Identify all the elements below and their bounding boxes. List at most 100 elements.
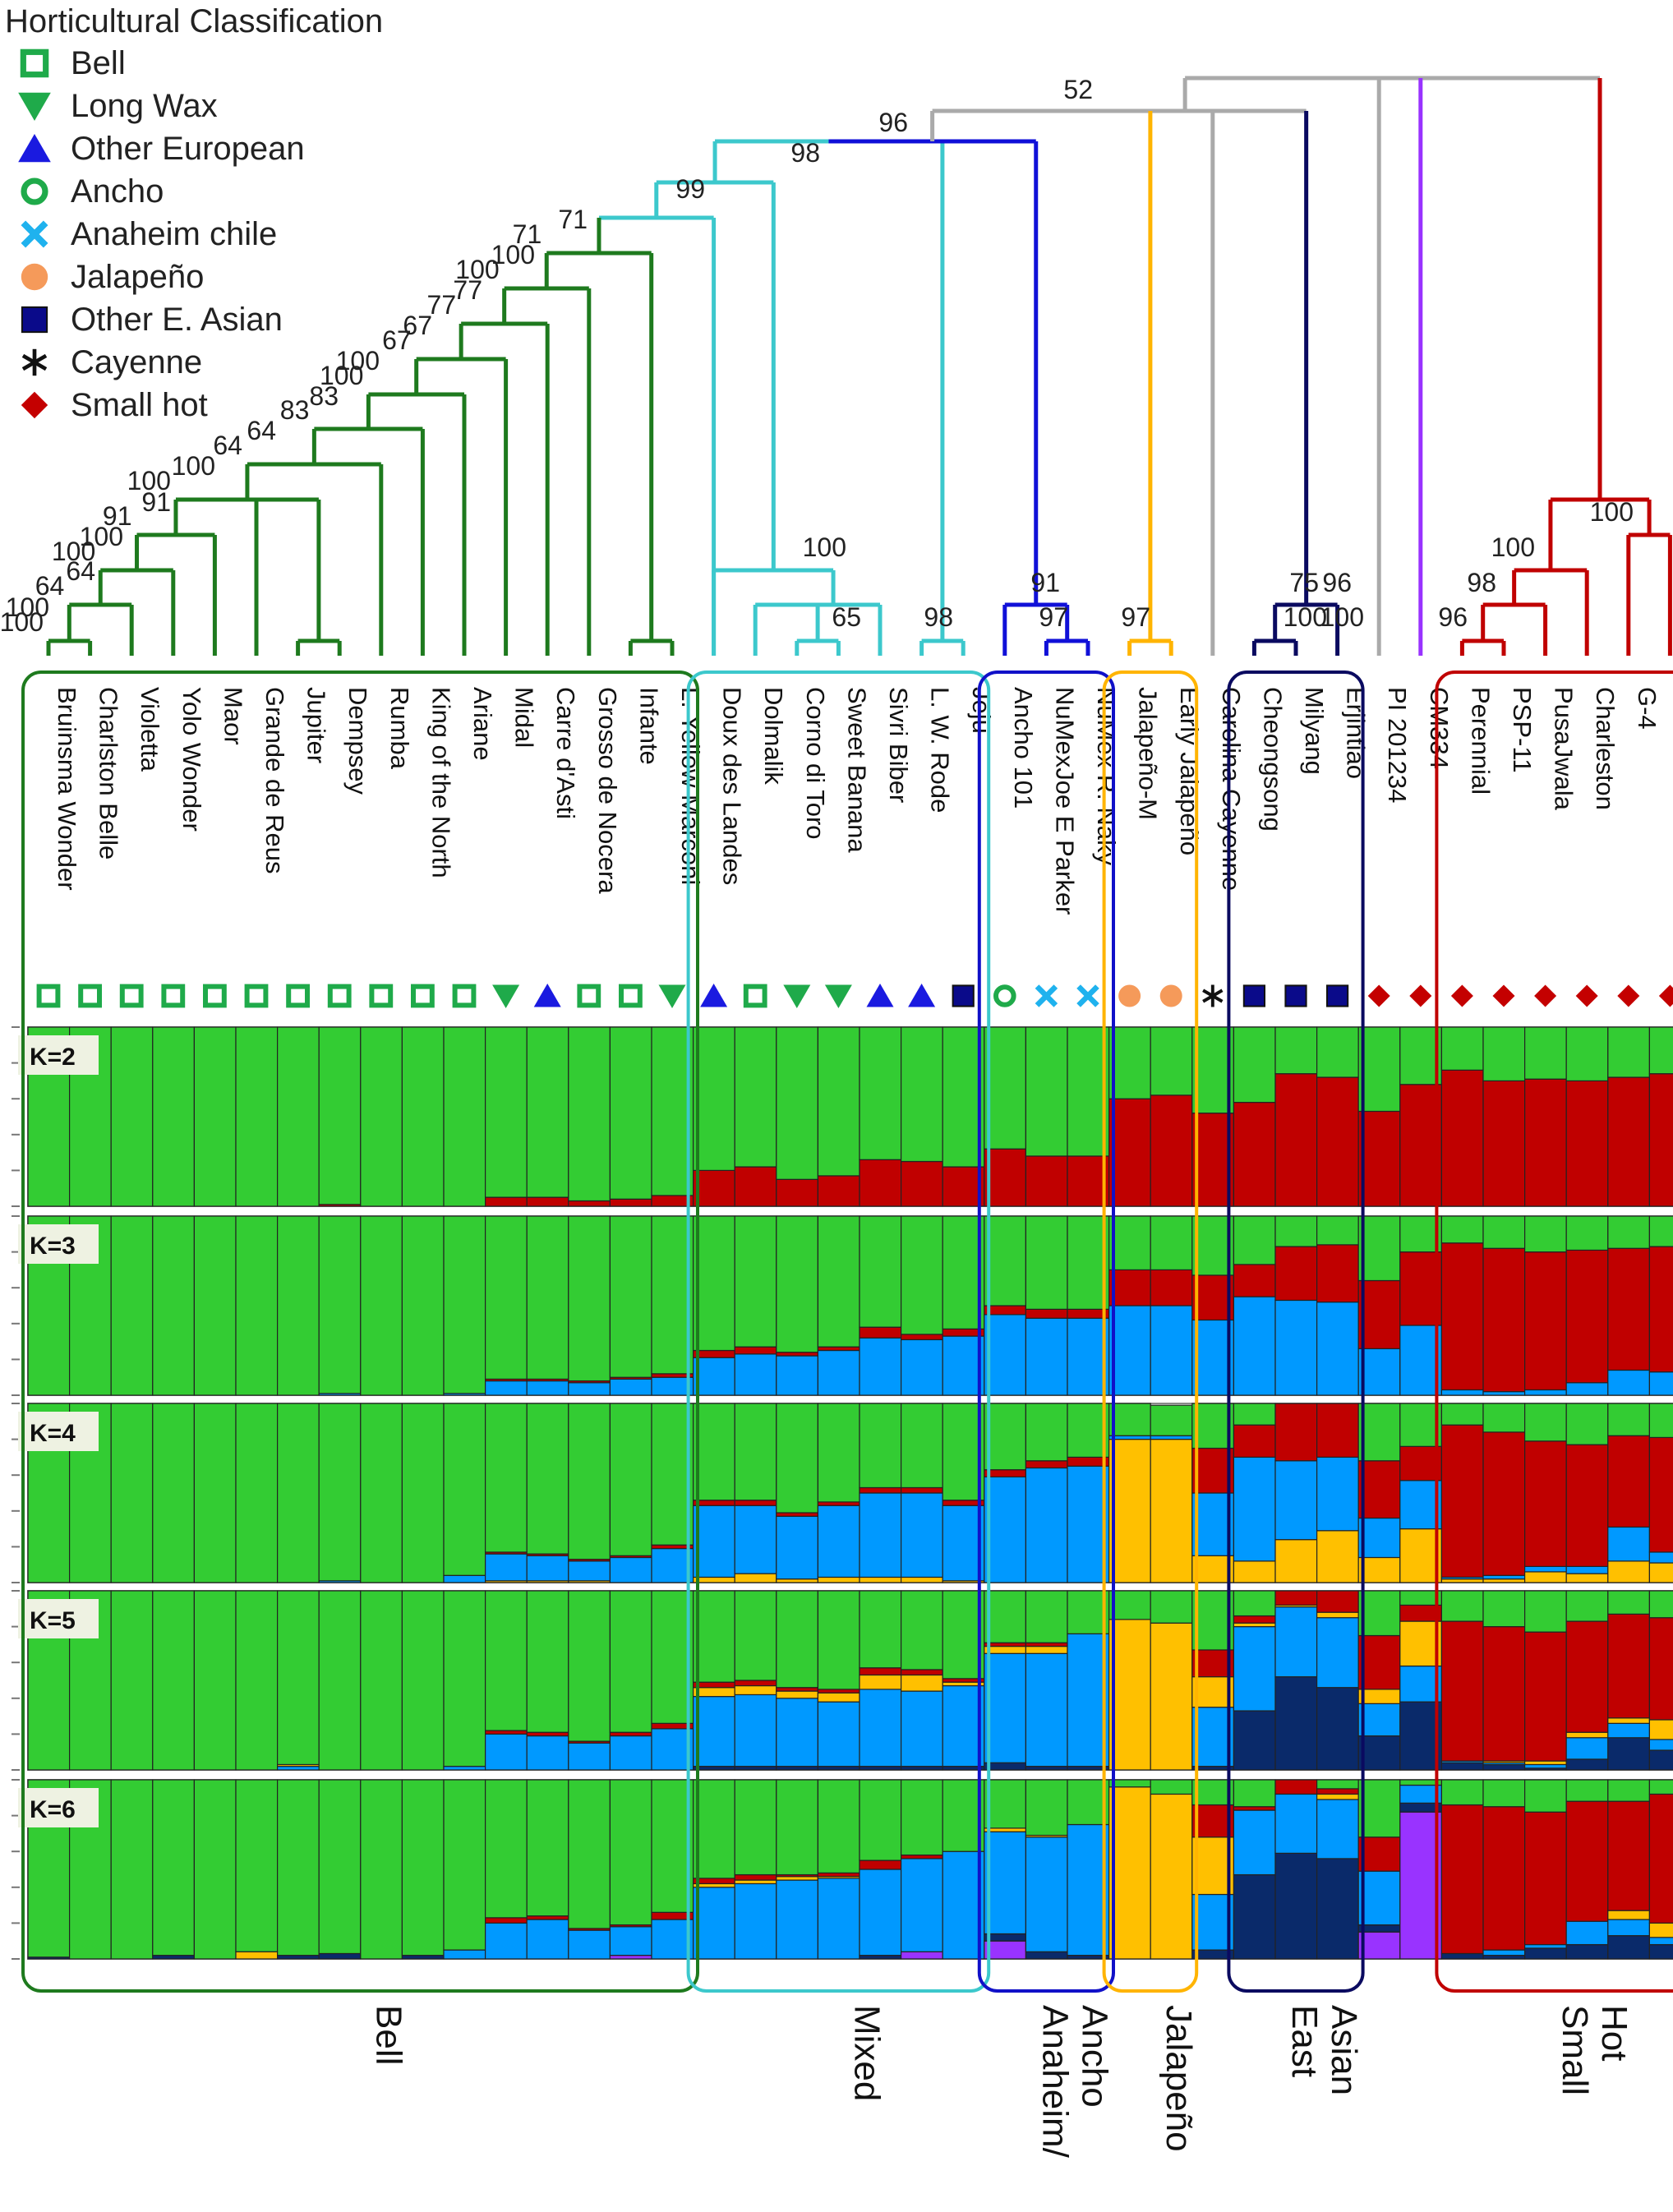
ancestry-segment	[484, 1730, 528, 1735]
legend-item: Anaheim chile	[16, 214, 277, 255]
ancestry-segment	[1440, 1424, 1484, 1578]
ancestry-segment	[1233, 1625, 1276, 1712]
ancestry-segment	[900, 1160, 943, 1207]
ancestry-segment	[1357, 1735, 1401, 1771]
ancestry-segment	[1191, 1893, 1235, 1951]
ancestry-segment	[110, 1026, 154, 1207]
group-label: Hot	[1594, 2005, 1634, 2061]
ancestry-segment	[1316, 1403, 1359, 1459]
ancestry-segment	[484, 1917, 528, 1924]
ancestry-segment	[984, 1652, 1027, 1763]
legend-label: Long Wax	[71, 87, 218, 124]
ancestry-segment	[1565, 1779, 1609, 1802]
classification-markers	[36, 984, 1673, 1008]
ancestry-segment	[318, 1026, 362, 1205]
ancestry-segment	[1482, 1578, 1526, 1583]
k-label-bg	[18, 1035, 99, 1075]
ancestry-segment	[401, 1590, 445, 1771]
ancestry-segment	[1233, 1710, 1276, 1771]
ancestry-segment	[1565, 1758, 1609, 1771]
ancestry-segment	[568, 1779, 611, 1929]
bootstrap-value: 67	[382, 325, 412, 355]
group-box	[1435, 671, 1673, 1993]
bootstrap-label: 100	[1491, 532, 1535, 562]
ancestry-segment	[277, 1590, 320, 1766]
ancestry-segment	[776, 1879, 818, 1960]
down-triangle-marker-icon	[783, 984, 811, 1008]
diamond-marker-icon	[21, 391, 48, 419]
legend: Horticultural Classification Bell Long Wa…	[0, 0, 460, 435]
bootstrap-value: 77	[427, 290, 457, 320]
ancestry-segment	[817, 1779, 860, 1873]
ancestry-segment	[776, 1352, 818, 1357]
ancestry-segment	[1648, 1922, 1673, 1938]
ancestry-segment	[1233, 1809, 1276, 1876]
legend-label: Jalapeño	[71, 258, 205, 295]
ancestry-segment	[1565, 1565, 1609, 1574]
ancestry-segment	[1607, 1613, 1651, 1719]
ancestry-segment	[776, 1690, 818, 1699]
bootstrap-label: 67	[403, 311, 432, 340]
ancestry-segment	[1607, 1779, 1651, 1802]
ancestry-segment	[1648, 1215, 1673, 1247]
ancestry-segment	[401, 1215, 445, 1396]
ancestry-segment	[609, 1556, 652, 1583]
ancestry-segment	[1648, 1617, 1673, 1721]
ancestry-segment	[1357, 1556, 1401, 1583]
group-box	[1227, 671, 1365, 1993]
ancestry-segment	[1523, 1571, 1567, 1583]
ancestry-segment	[984, 1403, 1027, 1471]
ancestry-segment	[1440, 1578, 1484, 1583]
ancestry-segment	[1357, 1870, 1401, 1926]
accession-label: Early Jalapeño	[1175, 687, 1204, 855]
down-triangle-marker-icon	[492, 984, 520, 1008]
ancestry-segment	[526, 1215, 569, 1380]
ancestry-segment	[1565, 1620, 1609, 1733]
ancestry-segment	[1399, 1084, 1443, 1207]
ancestry-segment	[1482, 1590, 1526, 1628]
accession-label: Charleston	[1591, 687, 1620, 810]
group-box	[21, 671, 699, 1993]
ancestry-segment	[859, 1492, 902, 1578]
ancestry-segment	[776, 1876, 818, 1881]
ancestry-segment	[900, 1690, 943, 1767]
bootstrap-value: 91	[103, 501, 132, 531]
up-triangle-marker-icon	[700, 984, 728, 1007]
ancestry-segment	[776, 1355, 818, 1396]
ancestry-segment	[900, 1576, 943, 1583]
ancestry-segment	[484, 1779, 528, 1919]
ancestry-segment	[1150, 1438, 1193, 1583]
ancestry-segment	[817, 1692, 860, 1703]
ancestry-segment	[817, 1689, 860, 1694]
ancestry-segment	[1316, 1793, 1359, 1800]
ancestry-segment	[1565, 1403, 1609, 1445]
ancestry-segment	[692, 1500, 735, 1506]
ancestry-segment	[1150, 1305, 1193, 1396]
ancestry-segment	[859, 1403, 902, 1489]
legend-item: Other European	[16, 128, 305, 169]
ancestry-segment	[1399, 1251, 1443, 1326]
ancestry-segment	[1316, 1456, 1359, 1532]
bootstrap-label: 100	[80, 522, 123, 551]
group-label: Jalapeño	[1159, 2005, 1199, 2152]
ancestry-segment	[1067, 1215, 1110, 1310]
ancestry-segment	[1357, 1110, 1401, 1207]
ancestry-segment	[1648, 1371, 1673, 1396]
diamond-marker-icon	[1409, 984, 1432, 1007]
ancestry-segment	[1399, 1665, 1443, 1703]
ancestry-segment	[526, 1403, 569, 1555]
bootstrap-label: 98	[790, 138, 820, 168]
ancestry-segment	[776, 1026, 818, 1180]
ancestry-segment	[1025, 1645, 1068, 1654]
ancestry-segment	[1274, 1793, 1318, 1854]
ancestry-segment	[817, 1175, 860, 1207]
ancestry-segment	[1523, 1779, 1567, 1813]
diamond-marker-icon	[1492, 984, 1515, 1007]
ancestry-segment	[692, 1779, 735, 1879]
open-square-marker-icon	[203, 984, 227, 1008]
asterisk-marker-icon	[21, 348, 48, 376]
ancestry-segment	[484, 1380, 528, 1396]
ancestry-segment	[984, 1469, 1027, 1477]
accession-label: Ariane	[468, 687, 497, 761]
ancestry-segment	[900, 1674, 943, 1692]
